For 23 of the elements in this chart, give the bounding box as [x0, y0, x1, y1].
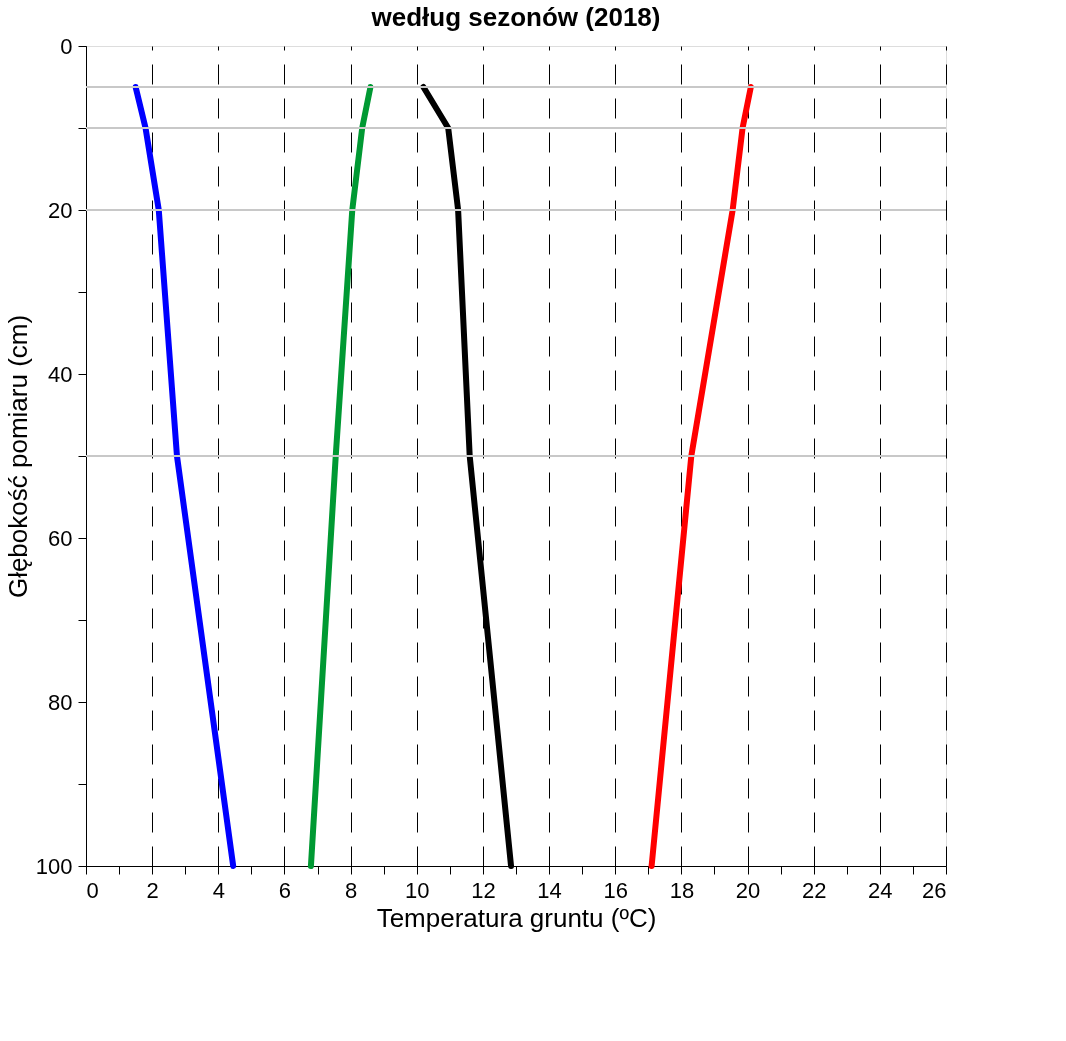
y-tick-label: 60: [48, 525, 73, 551]
x-tick-label: 20: [735, 877, 761, 903]
x-tick-label: 10: [405, 877, 430, 903]
y-tick-label: 20: [48, 197, 73, 223]
x-tick-label: 22: [801, 877, 827, 903]
x-tick-label: 12: [471, 877, 496, 903]
y-axis-title: Głębokość pomiaru (cm): [2, 314, 33, 599]
y-tick-label: 40: [48, 361, 73, 387]
y-tick-label: 100: [35, 853, 73, 879]
x-tick-label: 16: [603, 877, 628, 903]
x-tick-label: 0: [86, 877, 99, 903]
x-tick-label: 6: [278, 877, 292, 903]
x-tick-label: 14: [537, 877, 562, 903]
y-tick-label: 0: [60, 33, 73, 59]
x-axis-title: Temperatura gruntu (ºC): [376, 902, 657, 933]
y-tick-label: 80: [48, 689, 73, 715]
x-tick-label: 26: [922, 877, 947, 903]
chart-title: według sezonów (2018): [370, 2, 661, 32]
x-tick-label: 24: [868, 877, 893, 903]
x-tick-label: 4: [212, 877, 225, 903]
x-tick-label: 2: [146, 877, 159, 903]
x-tick-label: 18: [669, 877, 695, 903]
x-tick-label: 8: [344, 877, 358, 903]
